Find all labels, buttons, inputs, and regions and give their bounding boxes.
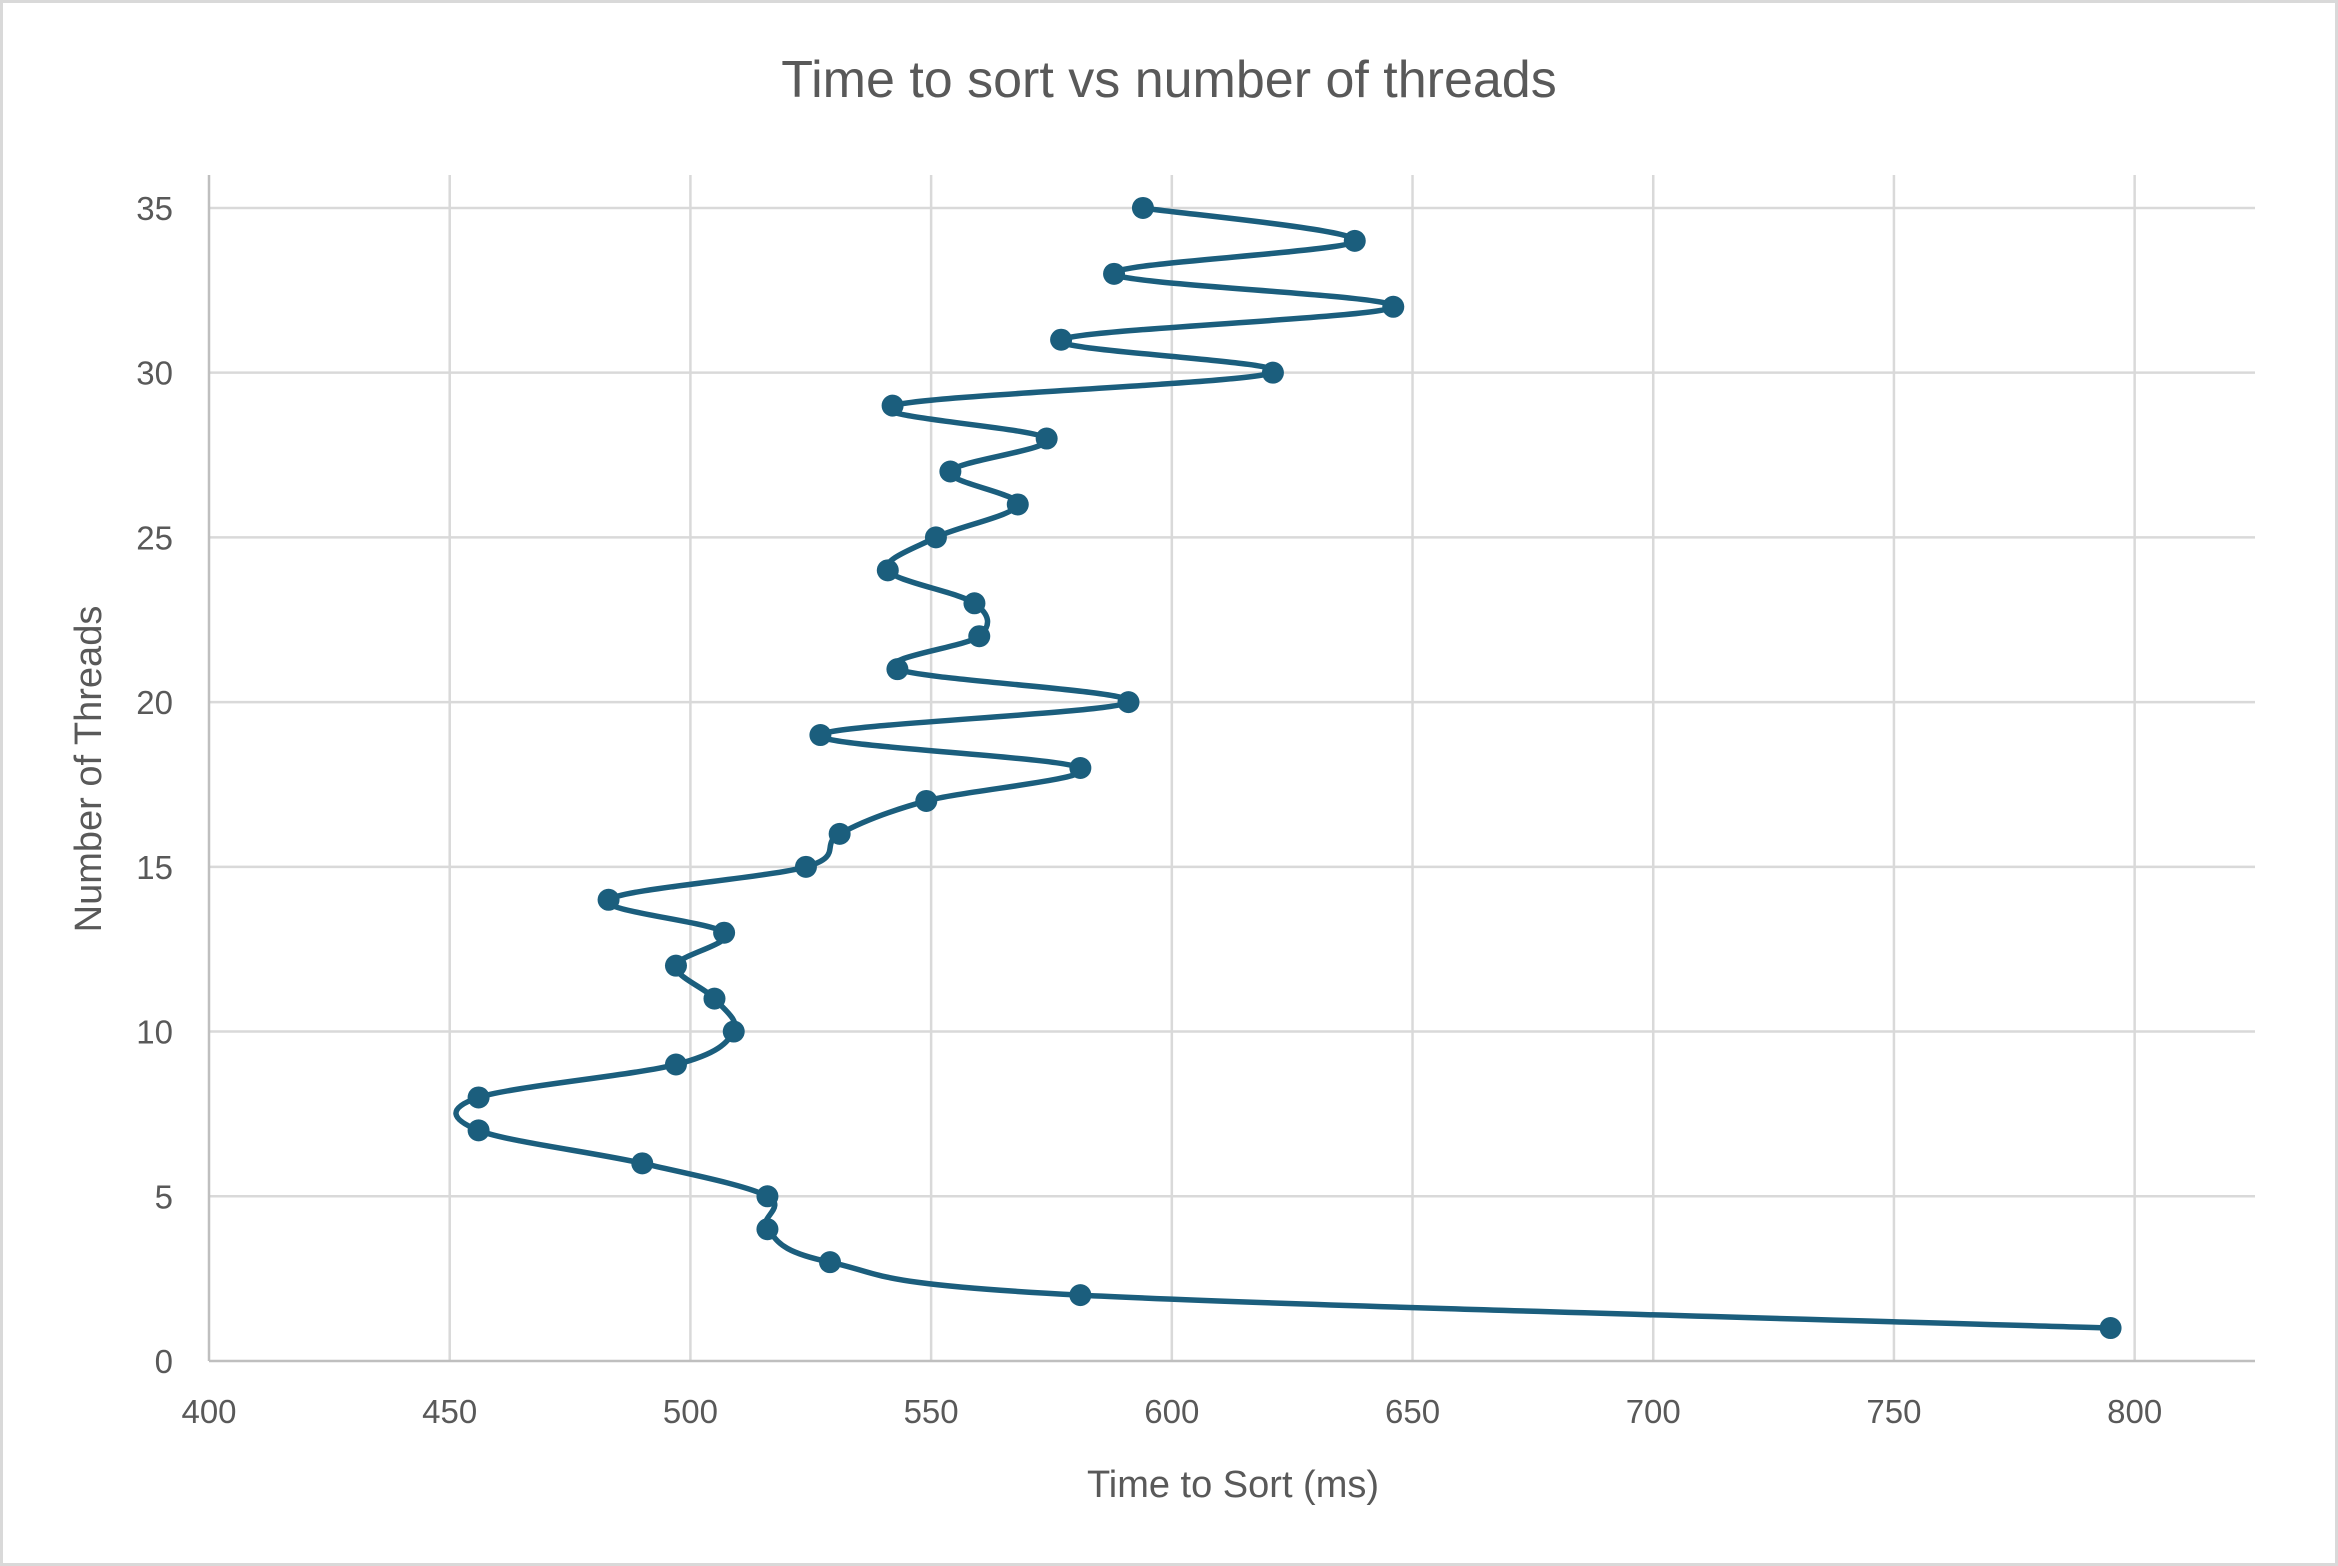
data-point — [1035, 427, 1058, 450]
data-point — [1261, 361, 1284, 384]
y-tick-label: 20 — [136, 684, 173, 721]
data-point — [876, 559, 899, 582]
data-point — [819, 1251, 842, 1274]
data-point — [1382, 295, 1405, 318]
y-tick-label: 25 — [136, 519, 173, 556]
y-tick-label: 15 — [136, 849, 173, 886]
x-tick-label: 500 — [663, 1393, 718, 1430]
data-point — [2099, 1317, 2122, 1340]
data-point — [467, 1086, 490, 1109]
x-tick-label: 700 — [1626, 1393, 1681, 1430]
y-tick-label: 5 — [155, 1178, 173, 1215]
y-tick-label: 30 — [136, 355, 173, 392]
chart-svg: 400 450 500 550 600 650 700 750 800 0 5 10 15 20 25 30 3… — [68, 51, 2255, 1506]
x-axis-title: Time to Sort (ms) — [1087, 1464, 1379, 1506]
data-point — [1131, 196, 1154, 219]
data-point — [1343, 229, 1366, 252]
data-point — [664, 954, 687, 977]
data-point — [1006, 493, 1029, 516]
data-point — [886, 658, 909, 681]
x-tick-label: 450 — [422, 1393, 477, 1430]
data-point — [631, 1152, 654, 1175]
data-point — [1069, 757, 1092, 779]
x-tick-label: 750 — [1866, 1393, 1921, 1430]
x-tick-label: 650 — [1385, 1393, 1440, 1430]
tick-labels: 400 450 500 550 600 650 700 750 800 0 5 10 15 20 25 30 3… — [136, 190, 2162, 1430]
y-tick-label: 35 — [136, 190, 173, 227]
data-point — [794, 855, 817, 878]
data-point — [756, 1218, 779, 1241]
chart-title: Time to sort vs number of threads — [781, 51, 1556, 109]
y-axis-title: Number of Threads — [68, 606, 110, 933]
data-point — [968, 625, 991, 648]
data-point — [1103, 262, 1126, 285]
data-point — [713, 921, 736, 944]
data-point — [963, 592, 986, 615]
data-point — [664, 1053, 687, 1076]
data-point — [1117, 691, 1140, 714]
data-point — [915, 789, 938, 812]
axes — [207, 175, 2255, 1363]
x-tick-label: 600 — [1144, 1393, 1199, 1430]
y-tick-label: 10 — [136, 1014, 173, 1051]
gridlines — [209, 175, 2255, 1361]
data-point — [703, 987, 726, 1010]
data-point — [467, 1119, 490, 1142]
data-point — [1069, 1284, 1092, 1307]
data-point — [597, 888, 620, 911]
data-series — [453, 196, 2122, 1340]
x-tick-label: 800 — [2107, 1393, 2162, 1430]
data-point — [881, 394, 904, 417]
y-tick-label: 0 — [155, 1343, 173, 1380]
data-point — [1050, 328, 1073, 351]
data-point — [939, 460, 962, 483]
x-tick-label: 550 — [904, 1393, 959, 1430]
data-point — [924, 526, 947, 549]
data-point — [722, 1020, 745, 1043]
data-point — [756, 1185, 779, 1208]
data-point — [809, 724, 832, 747]
data-point — [828, 822, 851, 845]
x-tick-label: 400 — [181, 1393, 236, 1430]
